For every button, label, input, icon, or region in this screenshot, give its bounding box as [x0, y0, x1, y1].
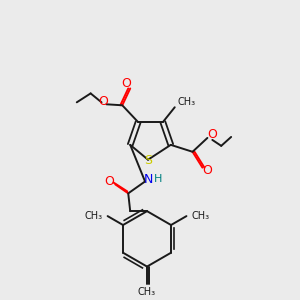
- Text: O: O: [207, 128, 217, 142]
- Text: S: S: [144, 154, 152, 167]
- Text: N: N: [143, 173, 153, 186]
- Text: O: O: [99, 95, 108, 108]
- Text: H: H: [154, 175, 162, 184]
- Text: CH₃: CH₃: [191, 211, 209, 221]
- Text: O: O: [121, 77, 131, 90]
- Text: CH₃: CH₃: [178, 97, 196, 107]
- Text: CH₃: CH₃: [85, 211, 103, 221]
- Text: CH₃: CH₃: [138, 287, 156, 297]
- Text: O: O: [202, 164, 212, 177]
- Text: O: O: [104, 175, 114, 188]
